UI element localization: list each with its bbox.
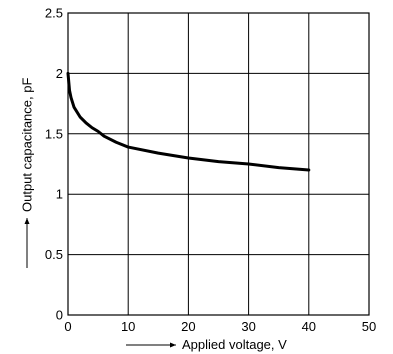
x-tick-label-4: 40	[302, 319, 316, 334]
x-tick-label-0: 0	[64, 319, 71, 334]
y-axis-label-group: Output capacitance, pF	[20, 78, 35, 268]
series-group	[66, 71, 311, 172]
plot-frame	[67, 12, 370, 316]
y-tick-label-0: 0	[56, 308, 63, 323]
series-line-0	[66, 71, 311, 172]
y-tick-label-4: 2	[56, 66, 63, 81]
y-tick-label-2: 1	[56, 187, 63, 202]
x-axis-arrowhead	[170, 342, 176, 348]
x-tick-labels: 0 10 20 30 40 50	[64, 319, 376, 334]
y-tick-label-3: 1.5	[45, 126, 63, 141]
grid	[67, 12, 370, 316]
y-axis-label: Output capacitance, pF	[20, 78, 35, 212]
y-tick-label-5: 2.5	[45, 6, 63, 21]
x-axis-label: Applied voltage, V	[182, 337, 287, 352]
x-tick-label-3: 30	[241, 319, 255, 334]
y-tick-label-1: 0.5	[45, 247, 63, 262]
y-axis-arrowhead	[24, 218, 30, 224]
x-tick-label-5: 50	[362, 319, 376, 334]
x-tick-label-2: 20	[181, 319, 195, 334]
y-tick-labels: 0 0.5 1 1.5 2 2.5	[45, 6, 63, 323]
x-tick-label-1: 10	[121, 319, 135, 334]
